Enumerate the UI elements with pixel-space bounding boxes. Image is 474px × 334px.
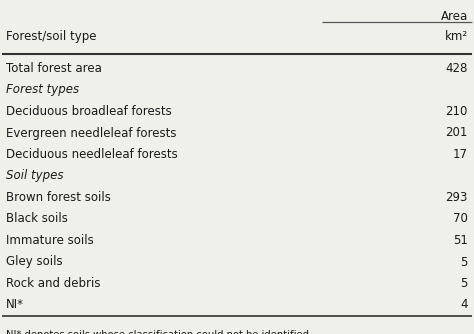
Text: km²: km² — [445, 30, 468, 43]
Text: 428: 428 — [446, 62, 468, 75]
Text: Soil types: Soil types — [6, 169, 64, 182]
Text: 4: 4 — [461, 299, 468, 312]
Text: Forest types: Forest types — [6, 84, 79, 97]
Text: 17: 17 — [453, 148, 468, 161]
Text: Gley soils: Gley soils — [6, 256, 63, 269]
Text: Brown forest soils: Brown forest soils — [6, 191, 111, 204]
Text: Black soils: Black soils — [6, 212, 68, 225]
Text: 201: 201 — [446, 127, 468, 140]
Text: Forest/soil type: Forest/soil type — [6, 30, 97, 43]
Text: Rock and debris: Rock and debris — [6, 277, 100, 290]
Text: 210: 210 — [446, 105, 468, 118]
Text: Evergreen needleleaf forests: Evergreen needleleaf forests — [6, 127, 176, 140]
Text: Immature soils: Immature soils — [6, 234, 94, 247]
Text: 5: 5 — [461, 256, 468, 269]
Text: 70: 70 — [453, 212, 468, 225]
Text: Area: Area — [441, 10, 468, 23]
Text: NI*: NI* — [6, 299, 24, 312]
Text: 51: 51 — [453, 234, 468, 247]
Text: Total forest area: Total forest area — [6, 62, 102, 75]
Text: 5: 5 — [461, 277, 468, 290]
Text: NI* denotes soils whose classification could not be identified.: NI* denotes soils whose classification c… — [6, 330, 312, 334]
Text: 293: 293 — [446, 191, 468, 204]
Text: Deciduous needleleaf forests: Deciduous needleleaf forests — [6, 148, 178, 161]
Text: Deciduous broadleaf forests: Deciduous broadleaf forests — [6, 105, 172, 118]
